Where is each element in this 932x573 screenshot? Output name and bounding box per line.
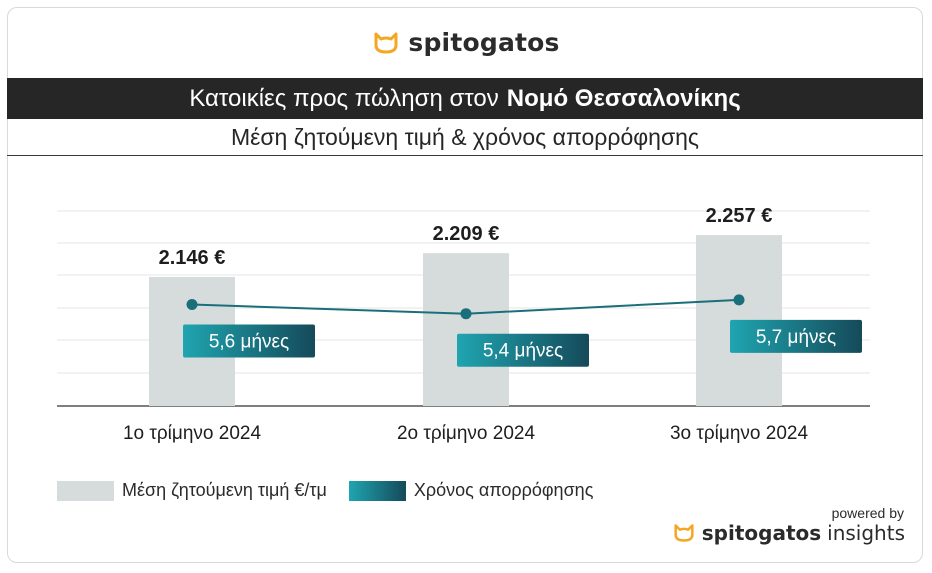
line-point [186,299,198,310]
category-label: 3ο τρίμηνο 2024 [670,423,809,444]
absorption-label: 5,4 μήνες [483,341,563,362]
cat-logo-icon [374,32,398,53]
bar-value-label: 2.209 € [433,223,500,245]
legend-swatch-absorption [348,480,406,501]
legend-label-price: Μέση ζητούμενη τιμή €/τμ [122,480,327,500]
bar [423,253,509,406]
absorption-badge [183,324,315,358]
category-label: 2ο τρίμηνο 2024 [397,423,536,444]
title-regular: Κατοικίες προς πώληση στον [189,84,499,112]
absorption-label: 5,6 μήνες [209,332,289,353]
legend-label-absorption: Χρόνος απορρόφησης [413,480,594,500]
brand-name: spitogatos [408,28,560,57]
bar-value-label: 2.146 € [159,247,226,269]
footer-brand-suffix: insights [827,521,905,545]
page-title: Κατοικίες προς πώληση στον Νομό Θεσσαλον… [7,78,923,119]
title-bold: Νομό Θεσσαλονίκης [506,84,741,112]
bar-value-label: 2.257 € [706,205,773,227]
footer-brand-name: spitogatos [701,521,822,545]
powered-by: powered by [831,505,904,521]
line-point [460,308,472,320]
absorption-badge [730,319,862,353]
cat-logo-icon [674,524,694,542]
absorption-label: 5,7 μήνες [756,327,836,348]
line-point [733,294,745,306]
absorption-badge [457,333,589,367]
category-label: 1ο τρίμηνο 2024 [123,423,262,444]
brand-header: spitogatos [0,28,932,57]
footer-brand: spitogatos insights [672,521,905,545]
page-subtitle: Μέση ζητούμενη τιμή & χρόνος απορρόφησης [7,120,923,156]
legend-swatch-price [57,480,114,501]
legend: Μέση ζητούμενη τιμή €/τμ Χρόνος απορρόφη… [57,480,593,501]
